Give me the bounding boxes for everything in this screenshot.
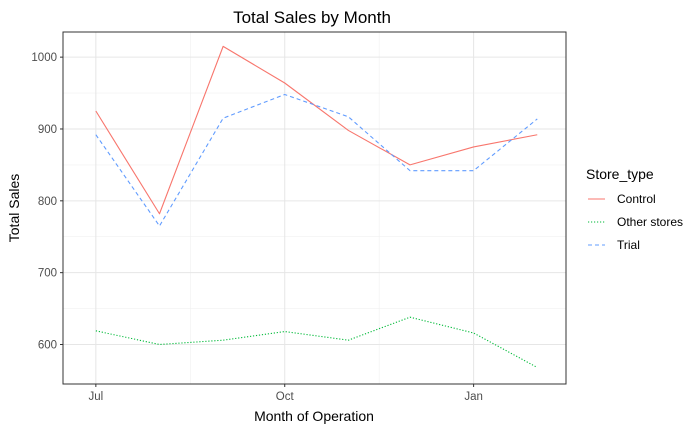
legend-item: Trial bbox=[588, 238, 640, 252]
x-tick-label: Jul bbox=[88, 391, 103, 403]
series-line-control bbox=[95, 45, 538, 215]
grid-lines bbox=[63, 32, 566, 384]
plot-panel bbox=[63, 32, 566, 384]
y-tick-label: 800 bbox=[38, 196, 57, 208]
legend-label: Trial bbox=[617, 238, 640, 252]
legend-item: Control bbox=[588, 192, 656, 206]
legend-label: Control bbox=[617, 192, 656, 206]
chart-title: Total Sales by Month bbox=[233, 8, 391, 27]
x-tick-label: Jan bbox=[464, 391, 483, 403]
y-tick-label: 900 bbox=[38, 124, 57, 136]
y-axis-title: Total Sales bbox=[6, 174, 22, 242]
y-tick-label: 600 bbox=[38, 339, 57, 351]
series-line-trial bbox=[95, 93, 538, 227]
legend-item: Other stores bbox=[588, 215, 683, 229]
legend: Store_type Control Other stores Trial bbox=[586, 166, 683, 252]
plot-border bbox=[62, 31, 567, 385]
legend-title: Store_type bbox=[586, 166, 654, 182]
series-line-other-stores bbox=[95, 316, 538, 368]
legend-label: Other stores bbox=[617, 215, 683, 229]
series-lines bbox=[95, 45, 538, 368]
x-axis-title: Month of Operation bbox=[254, 408, 374, 424]
x-axis: Jul Oct Jan bbox=[88, 384, 483, 403]
x-tick-label: Oct bbox=[276, 391, 295, 403]
y-tick-label: 1000 bbox=[31, 52, 57, 64]
legend-items: Control Other stores Trial bbox=[588, 192, 683, 252]
y-tick-label: 700 bbox=[38, 268, 57, 280]
y-axis: 600 700 800 900 1000 bbox=[31, 52, 63, 351]
